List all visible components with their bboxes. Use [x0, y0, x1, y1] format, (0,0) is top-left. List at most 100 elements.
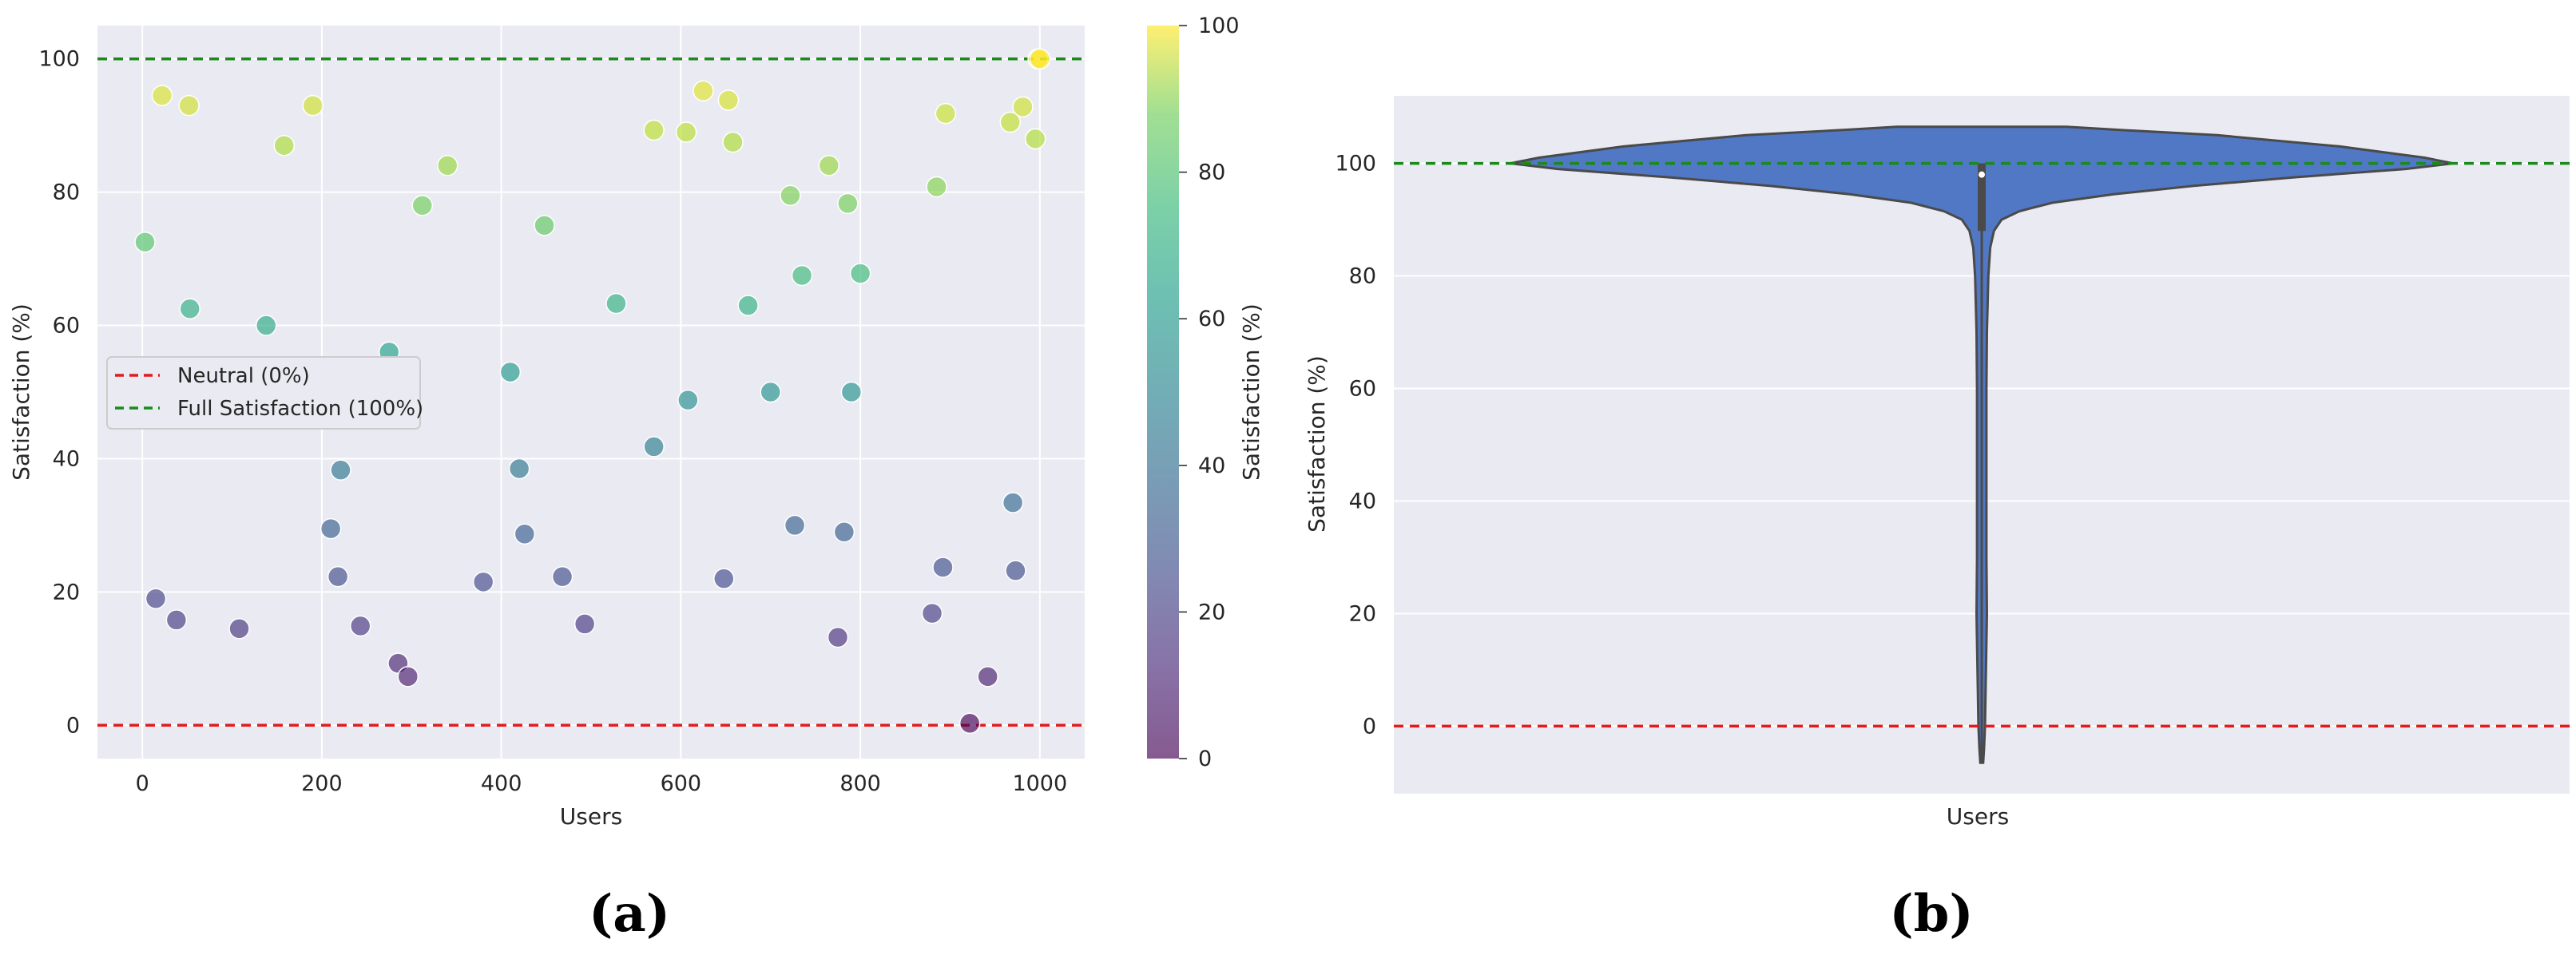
- scatter-point: [302, 94, 323, 117]
- scatter-point: [472, 571, 494, 593]
- legend-neutral-label: Neutral (0%): [177, 364, 310, 388]
- scatter-point: [932, 557, 954, 578]
- scatter-point: [713, 568, 735, 589]
- scatter-point: [675, 121, 697, 143]
- scatter-point: [1002, 492, 1024, 513]
- colorbar-tick: 100: [1198, 14, 1240, 38]
- scatter-point: [999, 111, 1021, 133]
- violin-median: [1979, 171, 1985, 178]
- scatter-point: [534, 215, 555, 236]
- scatter-y-tick: 0: [66, 713, 80, 738]
- violin-reference-lines: [1394, 161, 2570, 728]
- colorbar-gradient: [1147, 26, 1179, 759]
- scatter-point: [780, 184, 801, 207]
- scatter-point: [499, 361, 522, 383]
- colorbar-tick: 80: [1198, 160, 1225, 185]
- scatter-point: [837, 192, 859, 215]
- scatter-point: [436, 155, 458, 176]
- scatter-x-tick: 800: [839, 771, 881, 796]
- colorbar-tick: 20: [1198, 600, 1225, 624]
- scatter-point: [330, 459, 351, 481]
- violin-y-tick: 0: [1363, 714, 1376, 739]
- scatter-x-tick: 0: [136, 771, 149, 796]
- scatter-y-tick-labels: 0 20 40 60 80 100: [38, 47, 80, 739]
- legend-frame: [106, 356, 421, 430]
- scatter-point: [255, 315, 277, 336]
- scatter-points: [134, 48, 1051, 735]
- colorbar-tick-labels: 0 20 40 60 80 100: [1179, 14, 1240, 771]
- scatter-point: [165, 609, 188, 631]
- violin-iqr-box: [1978, 163, 1986, 232]
- scatter-point: [134, 231, 156, 253]
- scatter-point: [722, 131, 744, 153]
- scatter-point: [327, 565, 349, 588]
- violin-y-tick-labels: 0 20 40 60 80 100: [1335, 152, 1376, 739]
- scatter-point: [693, 80, 714, 102]
- scatter-x-tick: 200: [301, 771, 343, 796]
- scatter-point: [508, 458, 530, 480]
- scatter-point: [849, 263, 871, 284]
- scatter-point: [921, 602, 943, 624]
- scatter-point: [273, 134, 295, 157]
- scatter-point: [791, 264, 813, 287]
- scatter-point: [397, 666, 419, 688]
- panel-label-a: (a): [589, 884, 670, 944]
- violin-y-tick: 80: [1349, 264, 1376, 289]
- scatter-point: [349, 615, 371, 637]
- scatter-point: [151, 85, 173, 106]
- scatter-point: [833, 521, 855, 543]
- scatter-point: [717, 89, 740, 111]
- scatter-point: [840, 381, 863, 403]
- scatter-point: [1012, 96, 1034, 118]
- scatter-point: [574, 613, 596, 635]
- scatter-x-axis-label: Users: [560, 803, 622, 830]
- scatter-y-axis-label: Satisfaction (%): [8, 303, 34, 481]
- violin-y-tick: 60: [1349, 377, 1376, 402]
- scatter-point: [411, 195, 434, 216]
- scatter-y-tick: 20: [53, 580, 80, 604]
- panel-label-b: (b): [1889, 884, 1973, 944]
- scatter-point: [178, 94, 200, 117]
- scatter-y-tick: 80: [53, 180, 80, 205]
- scatter-point: [145, 588, 167, 609]
- legend-full-label: Full Satisfaction (100%): [177, 397, 423, 421]
- scatter-x-tick-labels: 0 200 400 600 800 1000: [136, 771, 1068, 796]
- violin-y-tick: 20: [1349, 601, 1376, 626]
- scatter-point: [677, 389, 699, 411]
- violin-chart: 0 20 40 60 80 100 Users Satisfaction (%): [1304, 96, 2570, 830]
- scatter-x-tick: 1000: [1012, 771, 1067, 796]
- scatter-point: [818, 155, 840, 176]
- scatter-point: [605, 292, 627, 315]
- scatter-point: [514, 523, 536, 545]
- colorbar-tick: 60: [1198, 307, 1225, 331]
- scatter-y-tick: 100: [38, 47, 80, 72]
- violin-y-tick: 40: [1349, 489, 1376, 513]
- scatter-point: [977, 666, 998, 688]
- scatter-point: [1029, 48, 1051, 69]
- scatter-point: [643, 119, 665, 141]
- scatter-point: [827, 626, 849, 648]
- scatter-point: [1005, 560, 1026, 581]
- scatter-x-tick: 600: [661, 771, 702, 796]
- scatter-point: [320, 517, 342, 540]
- scatter-y-tick: 40: [53, 446, 80, 471]
- scatter-point: [959, 712, 981, 735]
- scatter-y-tick: 60: [53, 314, 80, 339]
- colorbar-label: Satisfaction (%): [1238, 303, 1264, 481]
- scatter-point: [784, 514, 806, 537]
- scatter-point: [926, 176, 947, 198]
- violin-y-tick: 100: [1335, 152, 1376, 176]
- scatter-point: [760, 381, 781, 403]
- scatter-point: [643, 436, 665, 458]
- colorbar: 0 20 40 60 80 100 Satisfaction (%): [1147, 14, 1264, 771]
- scatter-point: [179, 298, 200, 319]
- scatter-x-tick: 400: [481, 771, 522, 796]
- colorbar-tick: 40: [1198, 454, 1225, 478]
- scatter-legend: Neutral (0%) Full Satisfaction (100%): [106, 356, 423, 430]
- violin-y-axis-label: Satisfaction (%): [1304, 355, 1330, 533]
- violin-inner-box: [1978, 163, 1986, 763]
- scatter-point: [1024, 128, 1046, 150]
- colorbar-tick: 0: [1198, 747, 1212, 771]
